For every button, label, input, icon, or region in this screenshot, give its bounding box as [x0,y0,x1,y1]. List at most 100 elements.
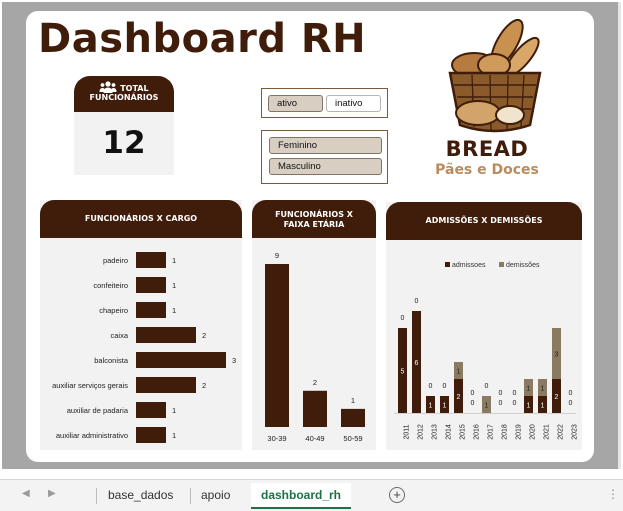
admissoes-tick-label: 2022 [558,424,565,440]
faixa-tick-label: 30-39 [267,434,286,443]
cargo-data-label: 1 [172,306,176,315]
cargo-category-label: padeiro [103,256,128,265]
demissoes-data-label: 0 [499,390,503,397]
panel-cargo-title: FUNCIONÁRIOS X CARGO [84,214,198,223]
slicer-item-feminino[interactable]: Feminino [269,137,382,154]
panel-faixa-title-line1: FUNCIONÁRIOS X [275,210,353,219]
admissoes-tick-label: 2015 [460,424,467,440]
logo-tagline: Pães e Doces [435,162,539,178]
panel-cargo: FUNCIONÁRIOS X CARGO padeiro 1 confeiteiro… [40,200,242,450]
bread-basket-icon [448,18,542,133]
admissoes-tick-label: 2018 [502,424,509,440]
people-icon [99,81,117,93]
slicer-item-inativo[interactable]: inativo [326,95,381,112]
page-title: Dashboard RH [38,16,367,62]
cargo-bar [136,252,166,268]
cargo-data-label: 1 [172,281,176,290]
faixa-bar [303,390,327,427]
cargo-bar [136,327,196,343]
admissoes-data-label: 0 [569,400,573,407]
tab-separator [190,488,191,504]
cargo-data-label: 3 [232,356,236,365]
cargo-bar [136,277,166,293]
admissoes-tick-label: 2011 [404,424,411,439]
slicer-item-masculino[interactable]: Masculino [269,158,382,175]
legend-label-admissoes: admissoes [452,262,486,269]
admissoes-data-label: 1 [541,403,545,410]
cargo-bar [136,302,166,318]
admissoes-data-label: 0 [485,383,489,390]
kpi-header: TOTAL FUNCIONÁRIOS [74,76,174,112]
demissoes-data-label: 1 [541,386,545,393]
more-options-icon[interactable]: ⋮ [607,487,619,501]
cargo-category-label: auxiliar serviços gerais [52,381,128,390]
admissoes-data-label: 1 [443,403,447,410]
legend-swatch-admissoes [445,262,450,267]
bakery-logo [448,18,542,133]
cargo-category-label: balconista [94,356,129,365]
panel-admissoes: ADMISSÕES X DEMISSÕES admissoes demissões… [386,202,582,450]
chart-cargo: padeiro 1 confeiteiro 1 chapeiro 1 caixa 2 balco… [52,252,236,443]
faixa-bar [341,408,365,427]
slicer-item-ativo[interactable]: ativo [268,95,323,112]
admissoes-tick-label: 2023 [572,424,579,440]
admissoes-bar [524,396,533,413]
panel-admissoes-title: ADMISSÕES X DEMISSÕES [425,216,543,225]
admissoes-data-label: 0 [471,400,475,407]
admissoes-tick-label: 2021 [544,424,551,440]
faixa-data-label: 2 [313,378,317,387]
admissoes-data-label: 2 [457,394,461,401]
sheet-tab-bar: ◀ ▶ base_dados apoio dashboard_rh + ⋮ [0,479,623,511]
scroll-left-icon[interactable]: ◀ [22,488,30,499]
admissoes-data-label: 0 [499,400,503,407]
faixa-data-label: 9 [275,251,279,260]
cargo-bar [136,402,166,418]
kpi-label-line2: FUNCIONÁRIOS [89,93,159,102]
admissoes-data-label: 1 [527,403,531,410]
cargo-category-label: auxiliar administrativo [56,431,128,440]
cargo-category-label: auxiliar de padaria [67,406,129,415]
scroll-right-icon[interactable]: ▶ [48,488,56,499]
demissoes-data-label: 0 [429,383,433,390]
kpi-label-line1: TOTAL [120,84,149,93]
panel-faixa-header: FUNCIONÁRIOS X FAIXA ETÁRIA [252,200,376,238]
faixa-bar [265,264,289,427]
admissoes-bar [440,396,449,413]
demissoes-data-label: 0 [401,315,405,322]
sheet-tab-base-dados[interactable]: base_dados [108,488,174,502]
demissoes-data-label: 0 [569,390,573,397]
legend-label-demissoes: demissões [506,262,540,269]
logo-brand: BREAD [445,137,529,161]
demissoes-data-label: 0 [513,390,517,397]
demissoes-bar [454,362,463,379]
add-sheet-icon[interactable]: + [389,487,405,503]
demissoes-bar [538,379,547,396]
cargo-data-label: 1 [172,431,176,440]
demissoes-data-label: 0 [471,390,475,397]
status-slicer: ativo inativo [261,88,388,118]
admissoes-bar [412,311,421,413]
cargo-category-label: confeiteiro [93,281,128,290]
demissoes-bar [482,396,491,413]
demissoes-data-label: 1 [457,369,461,376]
cargo-category-label: caixa [110,331,128,340]
faixa-tick-label: 50-59 [343,434,362,443]
admissoes-tick-label: 2013 [432,424,439,440]
demissoes-data-label: 1 [527,386,531,393]
demissoes-data-label: 0 [443,383,447,390]
cargo-data-label: 1 [172,256,176,265]
admissoes-tick-label: 2019 [516,424,523,440]
cargo-bar [136,377,196,393]
panel-faixa-title-line2: FAIXA ETÁRIA [283,220,345,229]
admissoes-bar [426,396,435,413]
faixa-tick-label: 40-49 [305,434,324,443]
demissoes-data-label: 3 [555,352,559,359]
admissoes-bar [538,396,547,413]
demissoes-data-label: 1 [485,403,489,410]
cargo-data-label: 2 [202,331,206,340]
sheet-tab-apoio[interactable]: apoio [201,488,231,502]
admissoes-bar [454,379,463,413]
sheet-tab-dashboard-rh[interactable]: dashboard_rh [251,483,352,509]
admissoes-bar [398,328,407,413]
